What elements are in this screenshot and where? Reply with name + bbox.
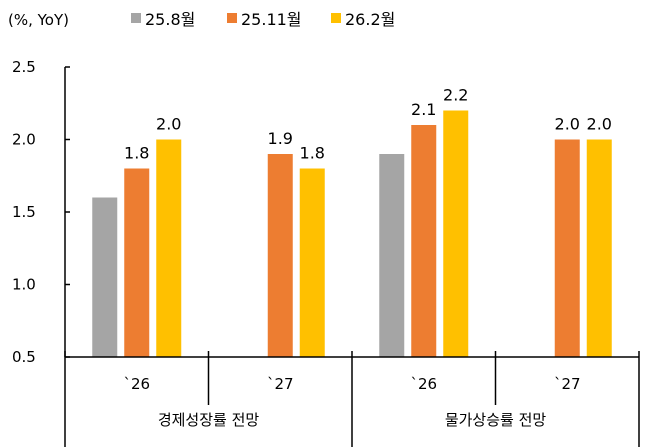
bar	[554, 139, 580, 357]
data-label: 2.0	[555, 115, 580, 134]
bar	[379, 154, 405, 357]
y-tick-label: 2.0	[12, 131, 36, 149]
legend: 25.8월 25.11월 26.2월	[131, 10, 395, 29]
data-label: 2.0	[587, 115, 612, 134]
legend-swatch	[131, 13, 141, 23]
group-label: 경제성장률 전망	[158, 411, 260, 429]
x-axis: `26 `27 `26 `27 경제성장률 전망 물가상승률 전망	[64, 351, 640, 447]
legend-swatch	[227, 13, 237, 23]
data-label: 1.8	[124, 144, 149, 163]
data-label: 1.8	[300, 144, 325, 163]
y-axis: 0.5 1.0 1.5 2.0 2.5	[12, 58, 70, 366]
bar	[156, 139, 182, 357]
unit-label: (%, YoY)	[8, 11, 69, 29]
bar	[411, 125, 437, 357]
group-label: 물가상승률 전망	[445, 411, 547, 429]
y-tick-label: 2.5	[12, 58, 36, 76]
legend-swatch	[331, 13, 341, 23]
x-tick-label: `26	[410, 375, 437, 393]
bar	[92, 197, 118, 357]
bar	[586, 139, 612, 357]
bar	[299, 168, 325, 357]
bar	[124, 168, 150, 357]
data-label: 2.2	[443, 86, 468, 105]
x-tick-label: `27	[554, 375, 581, 393]
legend-label: 25.11월	[241, 10, 302, 29]
bars: 1.8 2.0 1.9 1.8 2.1 2.2 2.0 2.0	[92, 86, 612, 357]
bar	[443, 110, 469, 357]
y-tick-label: 0.5	[12, 348, 36, 366]
legend-label: 26.2월	[345, 10, 395, 29]
bar	[267, 154, 293, 357]
y-tick-label: 1.5	[12, 203, 36, 221]
data-label: 2.1	[411, 100, 436, 119]
y-tick-label: 1.0	[12, 276, 36, 294]
x-tick-label: `26	[123, 375, 150, 393]
legend-label: 25.8월	[145, 10, 195, 29]
data-label: 2.0	[156, 115, 181, 134]
x-tick-label: `27	[267, 375, 294, 393]
data-label: 1.9	[268, 129, 293, 148]
